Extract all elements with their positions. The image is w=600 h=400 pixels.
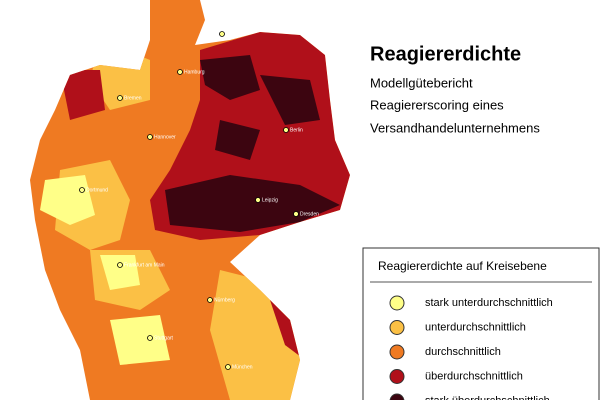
- city-dot: [147, 134, 153, 140]
- city-label: Dresden: [300, 211, 319, 217]
- legend-title: Reagiererdichte auf Kreisebene: [378, 259, 547, 273]
- title: Reagiererdichte: [370, 43, 521, 65]
- city-label: Frankfurt am Main: [124, 262, 165, 268]
- city-label: Berlin: [290, 127, 303, 133]
- city-dot: [219, 31, 225, 37]
- city-label: Hannover: [154, 134, 176, 140]
- germany-map: [30, 0, 350, 400]
- city-label: Hamburg: [184, 69, 205, 75]
- city-markers: Rostock Hamburg Bremen Hannover Berlin Dortmu…: [79, 31, 319, 370]
- city-dot: [117, 95, 123, 101]
- city-label: Dortmund: [86, 187, 108, 193]
- legend-swatch: [389, 393, 405, 400]
- city-dot: [79, 187, 85, 193]
- city-label: Rostock: [226, 31, 245, 37]
- city-dot: [283, 127, 289, 133]
- city-dot: [255, 197, 261, 203]
- legend-swatch: [389, 295, 405, 311]
- city-dot: [207, 297, 213, 303]
- legend-label: stark unterdurchschnittlich: [425, 297, 553, 309]
- legend-label: stark überdurchschnittlich: [425, 395, 550, 400]
- subtitle: Modellgütebericht: [370, 75, 473, 90]
- city-dot: [117, 262, 123, 268]
- city-dot: [293, 211, 299, 217]
- city-dot: [177, 69, 183, 75]
- subtitle: Reagiererscoring eines: [370, 97, 504, 112]
- city-dot: [225, 364, 231, 370]
- legend-swatch: [389, 320, 405, 335]
- city-label: Stuttgart: [154, 335, 174, 341]
- city-label: Bremen: [124, 95, 142, 101]
- legend-label: überdurchschnittlich: [425, 370, 523, 382]
- legend-items: stark unterdurchschnittlich unterdurchsch…: [389, 295, 553, 400]
- legend-label: unterdurchschnittlich: [425, 321, 526, 333]
- city-dot: [147, 335, 153, 341]
- subtitle: Versandhandelunternehmens: [370, 120, 540, 135]
- city-label: Leipzig: [262, 197, 278, 203]
- legend-swatch: [389, 344, 405, 360]
- city-label: Nürnberg: [214, 297, 235, 303]
- legend-swatch: [389, 369, 405, 384]
- city-label: München: [232, 364, 253, 370]
- legend-label: durchschnittlich: [425, 346, 501, 358]
